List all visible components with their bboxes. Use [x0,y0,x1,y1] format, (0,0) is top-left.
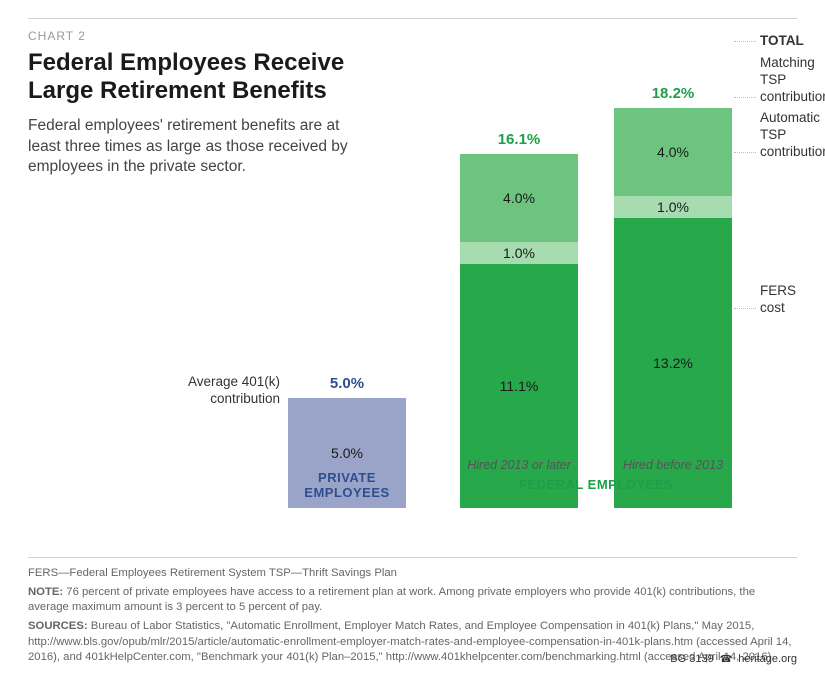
footer-note: NOTE: 76 percent of private employees ha… [28,585,797,616]
segment-value-label: 13.2% [653,355,693,371]
category-label-federal: FEDERAL EMPLOYEES [460,477,732,492]
segment-value-label: 1.0% [503,245,535,261]
footer-credit: BG 3139 ☎ heritage.org [670,652,797,667]
bar-total-label: 18.2% [614,85,732,102]
bar-total-label: 5.0% [288,375,406,392]
segment-value-label: 4.0% [657,144,689,160]
segment-value-label: 5.0% [331,445,363,461]
right-annotation-total: TOTAL [760,33,804,50]
leader-line [734,152,756,153]
bell-icon: ☎ [720,653,732,667]
segment-value-label: 11.1% [500,378,539,394]
leader-line [734,41,756,42]
segment-value-label: 4.0% [503,190,535,206]
right-annotation-fers: FERS cost [760,283,797,317]
bar-segment-match_tsp: 4.0% [460,154,578,242]
credit-code: BG 3139 [670,653,713,665]
leader-line [734,97,756,98]
credit-site: heritage.org [738,653,797,665]
segment-value-label: 1.0% [657,199,689,215]
chart-footer: FERS—Federal Employees Retirement System… [28,557,797,666]
footer-abbreviations: FERS—Federal Employees Retirement System… [28,566,797,581]
bar-subcaption: Hired 2013 or later [449,458,589,472]
chart-area: 5.0% 5.0% 11.1% 1.0% 4.0% 16.1% Hired 2013 or … [28,18,797,508]
bar-subcaption: Hired before 2013 [603,458,743,472]
right-annotation-auto_tsp: Automatic TSPcontribution [760,110,825,161]
leader-line [734,308,756,309]
right-annotation-match_tsp: Matching TSPcontribution [760,55,825,106]
bar-total-label: 16.1% [460,131,578,148]
category-label-private: PRIVATEEMPLOYEES [268,470,426,500]
bar-segment-match_tsp: 4.0% [614,108,732,196]
bar-segment-auto_tsp: 1.0% [614,196,732,218]
bar-segment-auto_tsp: 1.0% [460,242,578,264]
left-annotation-401k: Average 401(k)contribution [188,374,280,408]
